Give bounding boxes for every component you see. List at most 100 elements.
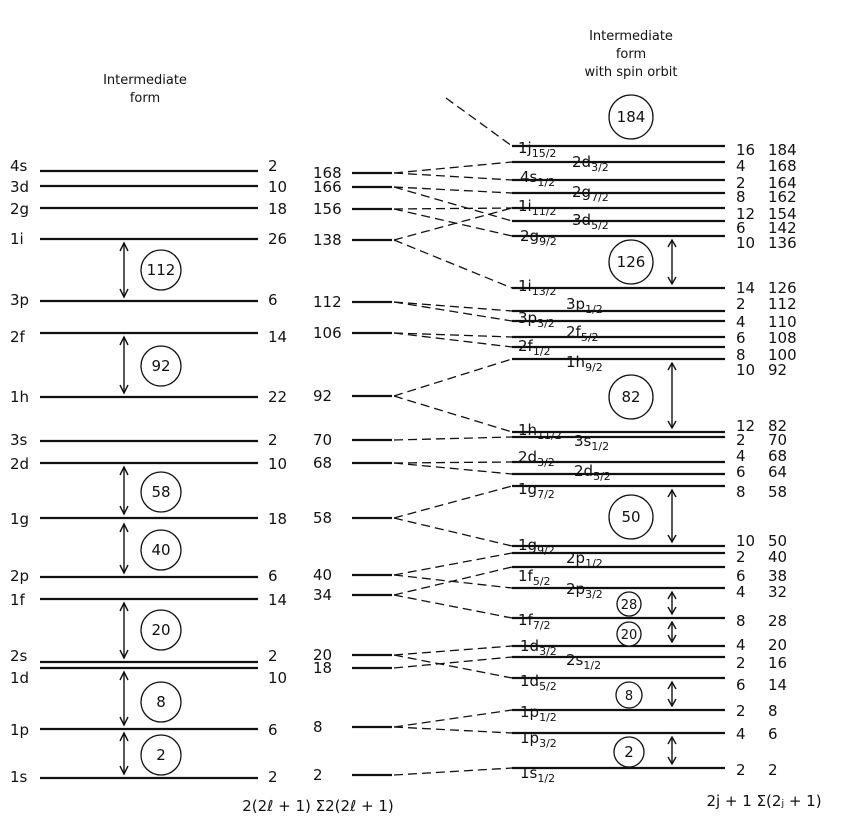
- gap-arrow-head-down: [667, 534, 677, 544]
- orbital-base: 1i: [518, 277, 532, 295]
- left-level-occupancy: 2: [268, 431, 278, 449]
- right-level-label: 1d5/2: [520, 672, 557, 693]
- dashed-connector: [393, 709, 513, 728]
- magic-number-label: 2: [624, 743, 634, 761]
- gap-arrow-head-up: [119, 241, 129, 252]
- orbital-base: 3s: [574, 432, 592, 450]
- gap-arrow-head-up: [119, 465, 129, 476]
- right-level-label: 1j15/2: [518, 139, 556, 160]
- gap-arrow-head-down: [119, 649, 129, 660]
- dashed-connector: [393, 358, 513, 397]
- gap-arrow-head-up: [667, 361, 677, 371]
- orbital-j-subscript: 3/2: [537, 456, 555, 469]
- gap-arrow-head-down: [667, 634, 677, 644]
- left-level-occupancy: 2: [268, 157, 278, 175]
- dashed-connector: [393, 332, 513, 348]
- magic-number-circle: [608, 94, 654, 140]
- gap-arrow-head-down: [119, 564, 129, 575]
- right-level-label: 3d5/2: [572, 211, 609, 232]
- orbital-j-subscript: 1/2: [537, 176, 555, 189]
- magic-number-circle: [140, 471, 182, 513]
- left-level-label: 2f: [10, 328, 26, 346]
- orbital-j-subscript: 3/2: [537, 317, 555, 330]
- dashed-connector: [393, 656, 513, 669]
- magic-number-label: 126: [617, 253, 646, 271]
- orbital-base: 2d: [574, 462, 593, 480]
- orbital-base: 1f: [518, 611, 534, 629]
- right-level-label: 1f7/2: [518, 611, 551, 632]
- left-level-label: 3p: [10, 291, 29, 309]
- gap-arrow-head-down: [667, 698, 677, 708]
- right-level-label: 3p3/2: [518, 309, 555, 330]
- orbital-j-subscript: 3/2: [591, 161, 609, 174]
- left-level-label: 2p: [10, 567, 29, 585]
- right-level-label: 1p1/2: [520, 703, 557, 724]
- orbital-base: 2d: [572, 153, 591, 171]
- orbital-base: 1g: [518, 480, 537, 498]
- middle-total-label: 20: [313, 646, 332, 664]
- right-level-degeneracy: 10: [736, 234, 755, 252]
- right-level-degeneracy: 8: [736, 483, 746, 501]
- magic-number-circle: [608, 374, 654, 420]
- orbital-base: 1g: [518, 536, 537, 554]
- orbital-j-subscript: 9/2: [539, 235, 557, 248]
- right-level-total: 136: [768, 234, 797, 252]
- right-level-degeneracy: 6: [736, 567, 746, 585]
- orbital-base: 3d: [572, 211, 591, 229]
- dashed-connector: [393, 552, 513, 576]
- footer-right-formula: 2j + 1 Σ(2ⱼ + 1): [706, 792, 821, 810]
- right-level-label: 2d3/2: [518, 448, 555, 469]
- orbital-base: 1h: [566, 353, 585, 371]
- dashed-connector: [393, 332, 513, 338]
- right-level-total: 112: [768, 295, 797, 313]
- right-level-total: 14: [768, 676, 787, 694]
- orbital-base: 1p: [520, 729, 539, 747]
- left-level-label: 1i: [10, 230, 24, 248]
- orbital-j-subscript: 1/2: [539, 711, 557, 724]
- magic-number-circle: [608, 239, 654, 285]
- dashed-connector: [393, 436, 513, 441]
- magic-number-label: 40: [151, 541, 170, 559]
- right-level-total: 164: [768, 174, 797, 192]
- right-level-label: 3s1/2: [574, 432, 609, 453]
- magic-number-label: 50: [621, 508, 640, 526]
- magic-number-circle: [616, 621, 642, 647]
- right-level-degeneracy: 4: [736, 157, 746, 175]
- right-level-total: 8: [768, 702, 778, 720]
- orbital-base: 4s: [520, 168, 538, 186]
- orbital-j-subscript: 9/2: [585, 361, 603, 374]
- right-level-total: 142: [768, 219, 797, 237]
- middle-total-label: 138: [313, 231, 342, 249]
- right-level-total: 32: [768, 583, 787, 601]
- magic-number-circle: [616, 591, 642, 617]
- right-level-label: 1h11/2: [518, 421, 562, 442]
- dashed-connector: [393, 207, 513, 241]
- right-level-total: 38: [768, 567, 787, 585]
- right-level-degeneracy: 6: [736, 329, 746, 347]
- left-level-occupancy: 10: [268, 455, 287, 473]
- left-level-label: 1p: [10, 721, 29, 739]
- orbital-j-subscript: 7/2: [537, 488, 555, 501]
- right-level-degeneracy: 2: [736, 761, 746, 779]
- magic-number-label: 184: [617, 108, 646, 126]
- gap-arrow-head-up: [667, 238, 677, 248]
- gap-arrow-head-up: [667, 680, 677, 690]
- right-level-total: 162: [768, 188, 797, 206]
- right-level-total: 6: [768, 725, 778, 743]
- right-level-label: 1i13/2: [518, 277, 556, 298]
- right-level-total: 40: [768, 548, 787, 566]
- right-level-degeneracy: 4: [736, 313, 746, 331]
- right-level-total: 184: [768, 141, 797, 159]
- magic-number-label: 8: [625, 689, 633, 704]
- right-level-total: 20: [768, 636, 787, 654]
- dashed-connector: [393, 566, 513, 596]
- orbital-j-subscript: 5/2: [593, 470, 611, 483]
- orbital-base: 1d: [520, 637, 539, 655]
- dashed-connector: [393, 461, 513, 464]
- dashed-connector: [393, 239, 513, 289]
- left-level-label: 3s: [10, 431, 28, 449]
- right-level-degeneracy: 6: [736, 219, 746, 237]
- right-level-degeneracy: 12: [736, 417, 755, 435]
